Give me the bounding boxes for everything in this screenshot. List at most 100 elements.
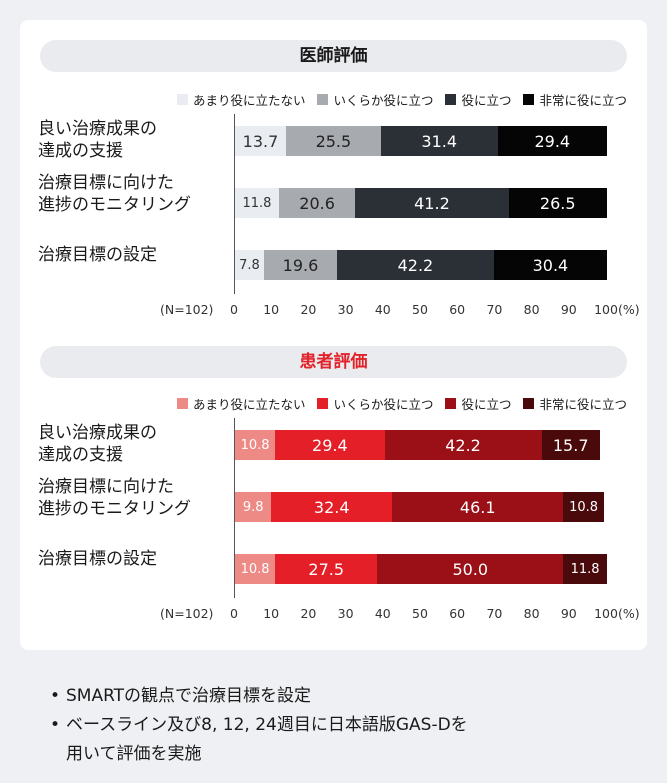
bar-segment: 50.0: [377, 554, 564, 584]
x-tick-label: 0: [230, 606, 238, 621]
bar-segment: 11.8: [235, 188, 279, 218]
category-label: 治療目標の設定: [38, 549, 157, 569]
legend-swatch: [317, 94, 329, 105]
bullet: •: [50, 715, 61, 735]
x-tick-label: 60: [449, 302, 466, 317]
bar-segment: 10.8: [235, 430, 276, 460]
bar-segment: 13.7: [235, 126, 286, 156]
bar-segment: 27.5: [275, 554, 378, 584]
bar-segment: 41.2: [355, 188, 509, 218]
legend-swatch: [176, 398, 188, 409]
x-tick-label: 50: [412, 606, 428, 621]
legend-item: 役に立つ: [445, 90, 511, 109]
chart-title: 患者評価: [299, 352, 368, 372]
chart-title: 医師評価: [299, 46, 368, 66]
legend-swatch: [445, 398, 457, 409]
category-label: 治療目標に向けた 進捗のモニタリング: [38, 173, 191, 215]
legend-swatch: [445, 94, 457, 105]
x-tick-label: 90: [560, 606, 577, 621]
x-tick-label: 90: [560, 302, 577, 317]
y-axis-line: [234, 418, 235, 598]
bar-segment: 31.4: [380, 126, 498, 156]
x-tick-label: 50: [412, 302, 428, 317]
legend-item: あまり役に立たない: [176, 90, 306, 109]
bar-segment: 26.5: [508, 188, 607, 218]
category-label: 治療目標の設定: [38, 245, 157, 265]
legend-physician: あまり役に立たない いくらか役に立つ 役に立つ 非常に役に立つ: [176, 90, 627, 109]
legend-label: 非常に役に立つ: [539, 93, 627, 108]
legend-item: いくらか役に立つ: [317, 394, 433, 413]
chart-card: 医師評価 あまり役に立たない いくらか役に立つ 役に立つ 非常に役に立つ 患者評価 あ…: [20, 20, 647, 650]
bar-segment: 10.8: [235, 554, 276, 584]
legend-swatch: [523, 94, 535, 105]
x-tick-label: 80: [523, 302, 540, 317]
x-tick-label: 30: [337, 302, 354, 317]
note-text: ベースライン及び8, 12, 24週目に日本語版GAS-Dを 用いて評価を実施: [66, 715, 468, 764]
legend-swatch: [317, 398, 329, 409]
bar-row: 10.8 27.5 50.0 11.8: [235, 554, 608, 584]
bar-segment: 19.6: [264, 250, 337, 280]
x-tick-label: 40: [374, 302, 391, 317]
legend-label: 非常に役に立つ: [539, 397, 627, 412]
legend-label: 役に立つ: [461, 397, 512, 412]
legend-swatch: [176, 94, 188, 105]
bar-segment: 11.8: [563, 554, 608, 584]
x-tick-label: 100: [594, 606, 618, 621]
legend-item: いくらか役に立つ: [317, 90, 433, 109]
legend-item: 非常に役に立つ: [523, 90, 627, 109]
chart-title-physician: 医師評価: [40, 40, 627, 72]
x-tick-label: 100: [594, 302, 618, 317]
legend-item: 役に立つ: [445, 394, 511, 413]
category-label: 良い治療成果の 達成の支援: [38, 423, 157, 465]
bar-segment: 10.8: [563, 492, 604, 522]
sample-size-label: (N=102): [160, 302, 214, 317]
bar-segment: 30.4: [493, 250, 607, 280]
bar-segment: 15.7: [541, 430, 600, 460]
legend-label: いくらか役に立つ: [333, 93, 434, 108]
bar-segment: 42.2: [336, 250, 494, 280]
legend-label: 役に立つ: [461, 93, 512, 108]
legend-item: あまり役に立たない: [176, 394, 306, 413]
note-item: • ベースライン及び8, 12, 24週目に日本語版GAS-Dを 用いて評価を実…: [50, 711, 468, 769]
bar-segment: 9.8: [235, 492, 272, 522]
bar-row: 7.8 19.6 42.2 30.4: [235, 250, 607, 280]
x-tick-label: 60: [449, 606, 466, 621]
x-tick-label: 40: [374, 606, 391, 621]
bar-row: 9.8 32.4 46.1 10.8: [235, 492, 607, 522]
legend-swatch: [523, 398, 535, 409]
x-unit-label: (%): [618, 606, 640, 621]
legend-label: いくらか役に立つ: [333, 397, 434, 412]
legend-patient: あまり役に立たない いくらか役に立つ 役に立つ 非常に役に立つ: [176, 394, 627, 413]
x-tick-label: 0: [230, 302, 238, 317]
bar-segment: 32.4: [271, 492, 392, 522]
bar-row: 10.8 29.4 42.2 15.7: [235, 430, 607, 460]
category-label: 良い治療成果の 達成の支援: [38, 119, 157, 161]
legend-label: あまり役に立たない: [192, 397, 306, 412]
note-item: • SMARTの観点で治療目標を設定: [50, 682, 468, 711]
x-tick-label: 30: [337, 606, 354, 621]
x-tick-label: 10: [263, 606, 280, 621]
chart-title-patient: 患者評価: [40, 346, 627, 378]
y-axis-line: [234, 114, 235, 294]
bar-segment: 46.1: [391, 492, 564, 522]
sample-size-label: (N=102): [160, 606, 214, 621]
x-tick-label: 10: [263, 302, 280, 317]
x-unit-label: (%): [618, 302, 640, 317]
bar-segment: 20.6: [278, 188, 356, 218]
bar-segment: 42.2: [384, 430, 542, 460]
x-tick-label: 70: [486, 606, 503, 621]
x-tick-label: 20: [300, 606, 317, 621]
bar-segment: 29.4: [497, 126, 607, 156]
bar-segment: 29.4: [275, 430, 385, 460]
x-tick-label: 20: [300, 302, 317, 317]
category-label: 治療目標に向けた 進捗のモニタリング: [38, 477, 191, 519]
legend-label: あまり役に立たない: [192, 93, 306, 108]
bar-row: 13.7 25.5 31.4 29.4: [235, 126, 607, 156]
bar-segment: 25.5: [285, 126, 381, 156]
bullet: •: [50, 686, 61, 706]
bar-segment: 7.8: [235, 250, 265, 280]
note-text: SMARTの観点で治療目標を設定: [66, 686, 312, 706]
bar-row: 11.8 20.6 41.2 26.5: [235, 188, 607, 218]
notes: • SMARTの観点で治療目標を設定 • ベースライン及び8, 12, 24週目…: [50, 682, 468, 769]
x-tick-label: 70: [486, 302, 503, 317]
